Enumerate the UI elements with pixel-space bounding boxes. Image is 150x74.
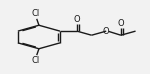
Text: O: O [118, 19, 124, 28]
Text: O: O [103, 27, 110, 36]
Text: Cl: Cl [32, 56, 40, 65]
Text: O: O [74, 15, 80, 24]
Text: Cl: Cl [32, 9, 40, 18]
